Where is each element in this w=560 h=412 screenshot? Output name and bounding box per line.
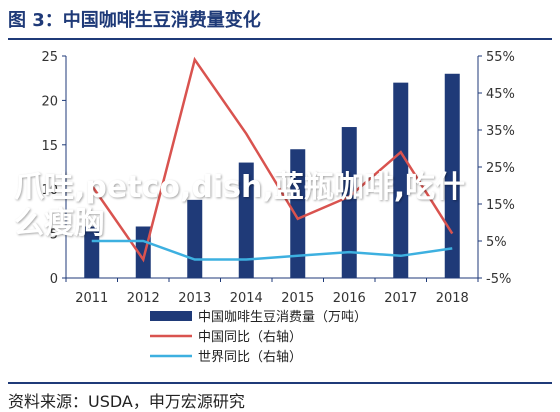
x-tick-label: 2013: [178, 291, 211, 306]
left-tick-label: 15: [41, 139, 58, 154]
right-tick-label: 55%: [486, 50, 515, 65]
right-tick-label: 15%: [486, 198, 515, 213]
right-tick-label: 45%: [486, 87, 515, 102]
x-tick-label: 2011: [75, 291, 108, 306]
x-tick-label: 2014: [230, 291, 263, 306]
x-tick-label: 2016: [333, 291, 366, 306]
bar-consumption: [84, 226, 100, 278]
bar-consumption: [290, 149, 306, 278]
watermark-text: 爪哇,petco,dish,蓝瓶咖啡,吃什么瘦胸: [14, 170, 466, 241]
bar-consumption: [238, 162, 254, 278]
chart-title: 图 3：中国咖啡生豆消费量变化: [8, 10, 261, 31]
x-tick-label: 2012: [127, 291, 160, 306]
title-divider: [8, 38, 552, 40]
left-tick-label: 10: [41, 183, 58, 198]
bar-consumption: [341, 127, 357, 278]
bar-consumption: [135, 226, 151, 278]
legend-label-bar: 中国咖啡生豆消费量（万吨）: [198, 310, 367, 325]
left-tick-label: 25: [41, 50, 58, 65]
source-note: 资料来源：USDA，申万宏源研究: [8, 392, 245, 411]
right-tick-label: 25%: [486, 161, 515, 176]
x-tick-label: 2018: [436, 291, 469, 306]
right-tick-label: 5%: [486, 235, 507, 250]
left-tick-label: 0: [50, 272, 58, 287]
right-tick-label: -5%: [486, 272, 511, 287]
legend-swatch-bar: [150, 311, 192, 321]
left-tick-label: 5: [50, 228, 58, 243]
left-tick-label: 20: [41, 94, 58, 109]
line-china-yoy: [90, 56, 454, 263]
bar-consumption: [393, 82, 409, 278]
legend-label-world: 世界同比（右轴）: [198, 350, 302, 365]
legend-label-china: 中国同比（右轴）: [198, 330, 302, 345]
line-world-yoy: [91, 239, 453, 261]
right-tick-label: 35%: [486, 124, 515, 139]
x-tick-label: 2017: [384, 291, 417, 306]
x-tick-label: 2015: [281, 291, 314, 306]
source-divider: [8, 382, 552, 384]
